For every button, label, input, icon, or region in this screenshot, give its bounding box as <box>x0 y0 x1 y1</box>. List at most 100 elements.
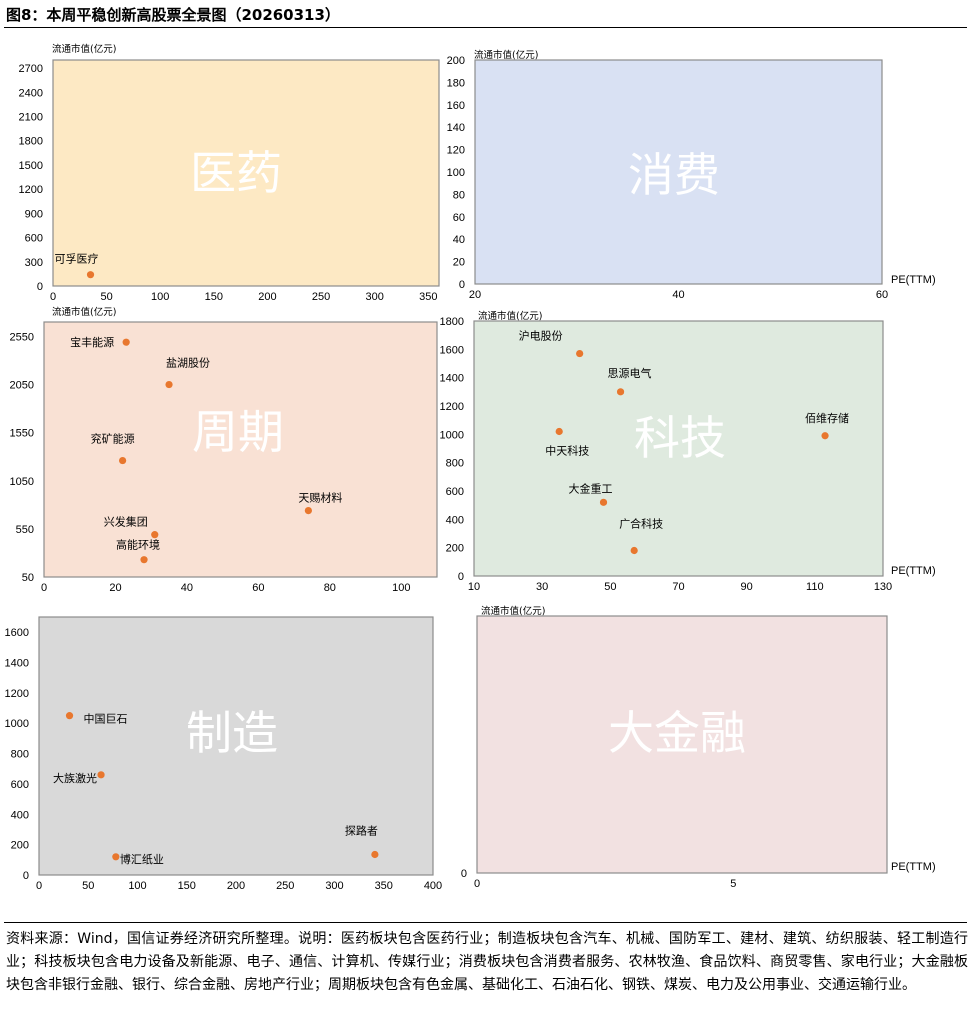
point-label: 探路者 <box>345 825 378 838</box>
y-tick-label: 0 <box>461 868 467 880</box>
x-tick-label: 100 <box>392 582 410 594</box>
data-point <box>140 556 148 564</box>
y-tick-label: 1800 <box>440 316 464 328</box>
x-tick-label: 30 <box>536 581 548 593</box>
y-tick-label: 1600 <box>5 627 29 639</box>
plot-area <box>38 616 434 876</box>
y-axis-label: 流通市值(亿元) <box>52 306 116 318</box>
y-tick-label: 200 <box>446 543 464 555</box>
x-tick-label: 350 <box>419 291 437 303</box>
y-tick-label: 600 <box>11 779 29 791</box>
y-tick-label: 800 <box>11 749 29 761</box>
plot-area <box>474 59 883 285</box>
x-tick-label: 150 <box>178 880 196 892</box>
y-tick-label: 50 <box>22 572 34 584</box>
x-axis-label: PE(TTM) <box>891 861 936 873</box>
y-tick-label: 0 <box>459 279 465 291</box>
y-tick-label: 140 <box>447 122 465 134</box>
point-label: 博汇纸业 <box>120 853 164 866</box>
x-tick-label: 80 <box>324 582 336 594</box>
y-tick-label: 400 <box>11 809 29 821</box>
y-tick-label: 1000 <box>440 429 464 441</box>
y-tick-label: 2400 <box>19 87 43 99</box>
data-point <box>112 853 120 861</box>
x-tick-label: 50 <box>100 291 112 303</box>
footnote-rule <box>4 922 967 923</box>
panel-watermark: 医药 <box>190 146 282 200</box>
x-tick-label: 20 <box>109 582 121 594</box>
x-tick-label: 0 <box>474 878 480 890</box>
x-tick-label: 0 <box>36 880 42 892</box>
x-axis-label: PE(TTM) <box>891 274 936 286</box>
data-point <box>97 771 105 779</box>
data-point <box>151 531 159 539</box>
x-tick-label: 60 <box>876 289 888 301</box>
point-label: 天赐材料 <box>298 491 342 505</box>
y-tick-label: 900 <box>25 208 43 220</box>
point-label: 中天科技 <box>545 444 589 458</box>
plot-area <box>52 59 440 287</box>
x-tick-label: 40 <box>181 582 193 594</box>
x-tick-label: 110 <box>806 581 824 593</box>
x-tick-label: 100 <box>128 880 146 892</box>
data-point <box>122 338 130 346</box>
x-tick-label: 0 <box>50 291 56 303</box>
y-tick-label: 800 <box>446 458 464 470</box>
source-footnote: 资料来源：Wind，国信证券经济研究所整理。说明：医药板块包含医药行业；制造板块… <box>6 931 968 993</box>
x-tick-label: 0 <box>41 582 47 594</box>
figure-title: 图8：本周平稳创新高股票全景图（20260313） <box>6 6 340 24</box>
y-tick-label: 600 <box>446 486 464 498</box>
x-tick-label: 100 <box>151 291 169 303</box>
panel-watermark: 制造 <box>186 706 278 760</box>
y-tick-label: 0 <box>458 571 464 583</box>
data-point <box>630 546 638 555</box>
y-tick-label: 2550 <box>10 331 34 343</box>
y-tick-label: 0 <box>37 281 43 293</box>
y-tick-label: 180 <box>447 77 465 89</box>
x-axis-label: PE(TTM) <box>891 565 936 577</box>
point-label: 沪电股份 <box>519 329 563 343</box>
y-axis-label: 流通市值(亿元) <box>474 49 538 61</box>
x-tick-label: 50 <box>82 880 94 892</box>
y-tick-label: 300 <box>25 257 43 269</box>
y-tick-label: 550 <box>16 524 34 536</box>
x-tick-label: 250 <box>276 880 294 892</box>
y-tick-label: 1200 <box>19 184 43 196</box>
panel-watermark: 消费 <box>628 148 720 202</box>
point-label: 兴发集团 <box>104 515 148 529</box>
y-tick-label: 60 <box>453 212 465 224</box>
title-rule <box>4 27 967 28</box>
y-axis-label: 流通市值(亿元) <box>478 310 542 322</box>
plot-area <box>43 321 438 578</box>
y-tick-label: 1000 <box>5 718 29 730</box>
y-tick-label: 2100 <box>19 112 43 124</box>
x-tick-label: 400 <box>424 880 442 892</box>
data-point <box>555 427 563 436</box>
y-tick-label: 40 <box>453 234 465 246</box>
x-tick-label: 60 <box>252 582 264 594</box>
x-tick-label: 5 <box>730 878 736 890</box>
plot-area <box>476 615 888 874</box>
data-point <box>371 850 379 859</box>
y-tick-label: 1200 <box>440 401 464 413</box>
x-tick-label: 130 <box>874 581 892 593</box>
data-point <box>616 388 625 396</box>
point-label: 大金重工 <box>569 481 613 495</box>
data-point <box>821 432 829 440</box>
point-label: 大族激光 <box>53 771 97 785</box>
x-tick-label: 20 <box>469 289 481 301</box>
x-tick-label: 10 <box>468 581 480 593</box>
panel-watermark: 科技 <box>634 411 726 465</box>
y-tick-label: 0 <box>23 870 29 882</box>
y-tick-label: 2050 <box>10 380 34 392</box>
y-tick-label: 20 <box>453 257 465 269</box>
y-tick-label: 200 <box>11 840 29 852</box>
x-tick-label: 300 <box>365 291 383 303</box>
x-tick-label: 250 <box>312 291 330 303</box>
x-tick-label: 300 <box>325 880 343 892</box>
y-tick-label: 1400 <box>5 658 29 670</box>
x-tick-label: 50 <box>604 581 616 593</box>
point-label: 高能环境 <box>116 538 160 552</box>
data-point <box>304 507 312 515</box>
